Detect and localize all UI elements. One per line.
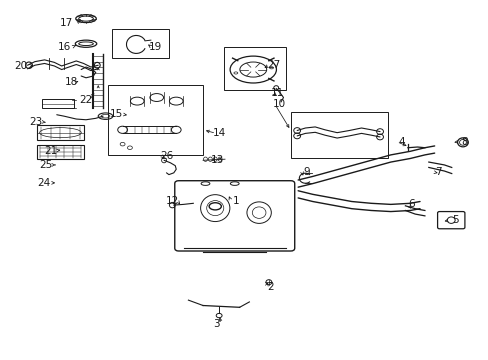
Text: 21: 21 [44, 145, 58, 156]
Text: 19: 19 [149, 42, 162, 52]
Text: 8: 8 [461, 137, 467, 147]
Text: 4: 4 [397, 137, 404, 147]
Bar [42, 99, 74, 108]
Bar [37, 126, 83, 140]
Text: 26: 26 [160, 150, 173, 161]
Text: 17: 17 [60, 18, 73, 28]
Text: 6: 6 [407, 199, 414, 210]
Text: 23: 23 [29, 117, 42, 127]
Text: 10: 10 [272, 99, 285, 109]
Text: 15: 15 [110, 109, 123, 120]
Text: 27: 27 [266, 59, 280, 69]
Bar [108, 85, 203, 155]
Text: 14: 14 [212, 129, 225, 138]
Text: 5: 5 [451, 215, 458, 225]
Text: 13: 13 [210, 155, 224, 165]
Text: 24: 24 [37, 178, 50, 188]
Text: 1: 1 [232, 196, 239, 206]
Text: 20: 20 [15, 61, 28, 71]
Text: 9: 9 [303, 167, 309, 177]
Text: 12: 12 [165, 196, 179, 206]
Text: 3: 3 [212, 319, 219, 329]
Bar [224, 47, 285, 90]
Text: 22: 22 [79, 95, 92, 105]
Bar [112, 30, 168, 58]
Text: 16: 16 [58, 42, 71, 51]
Text: 7: 7 [434, 167, 441, 177]
Bar [290, 112, 387, 158]
Text: 11: 11 [270, 88, 284, 98]
Bar [37, 145, 83, 159]
Text: 18: 18 [64, 77, 78, 87]
Text: 25: 25 [40, 160, 53, 170]
Text: 2: 2 [266, 282, 273, 292]
